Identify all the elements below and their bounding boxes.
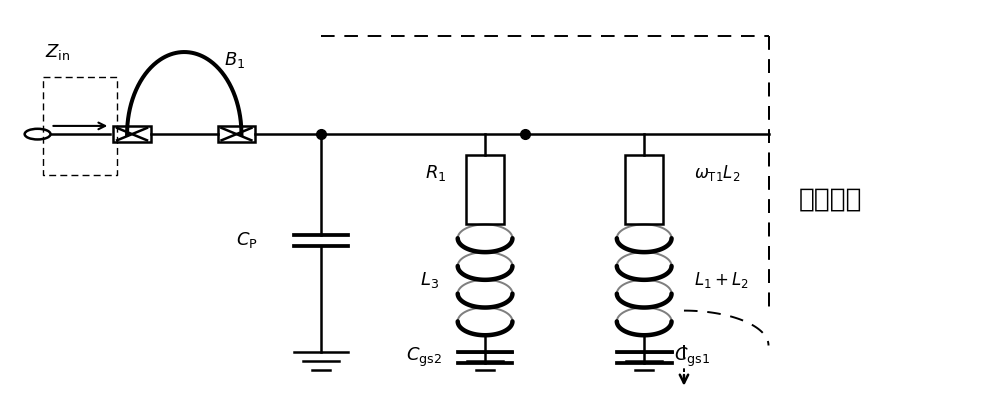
Text: $\omega_{\rm T1}L_{2}$: $\omega_{\rm T1}L_{2}$ [694,163,740,183]
Text: $C_{\rm P}$: $C_{\rm P}$ [236,230,257,250]
Text: $C_{\rm gs2}$: $C_{\rm gs2}$ [406,346,441,369]
Text: 低频通路: 低频通路 [798,187,862,213]
Text: $C_{\rm gs1}$: $C_{\rm gs1}$ [674,346,710,369]
Text: $Z_{\rm in}$: $Z_{\rm in}$ [45,42,70,62]
Bar [625,155,663,224]
Text: $R_{1}$: $R_{1}$ [425,163,447,183]
Text: $L_{3}$: $L_{3}$ [420,270,439,290]
Bar [218,126,255,142]
Text: $B_{1}$: $B_{1}$ [224,50,245,70]
Text: $L_{1}+L_{2}$: $L_{1}+L_{2}$ [694,270,749,290]
Bar [113,126,151,142]
Bar [466,155,504,224]
